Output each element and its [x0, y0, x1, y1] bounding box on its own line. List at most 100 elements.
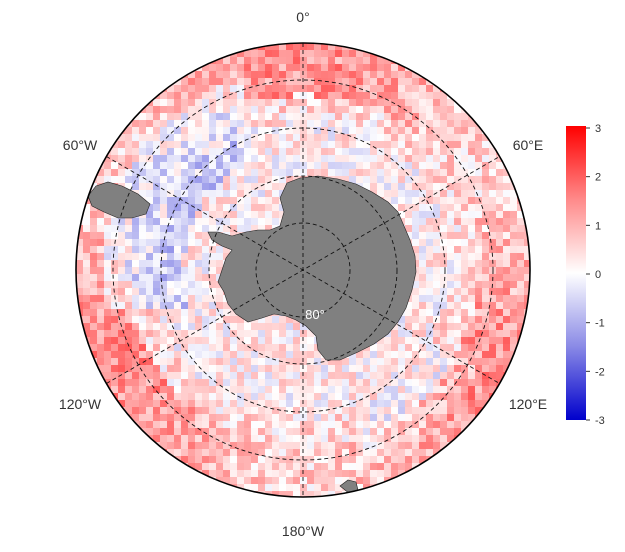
grid-cell [482, 400, 489, 407]
grid-cell [97, 253, 104, 260]
grid-cell [265, 400, 272, 407]
grid-cell [321, 421, 328, 428]
grid-cell [398, 155, 405, 162]
grid-cell [188, 274, 195, 281]
grid-cell [391, 106, 398, 113]
grid-cell [503, 155, 510, 162]
grid-cell [510, 253, 517, 260]
grid-cell [244, 50, 251, 57]
colorbar-tick-label: 1 [595, 220, 601, 232]
grid-cell [363, 120, 370, 127]
grid-cell [160, 253, 167, 260]
grid-cell [111, 232, 118, 239]
grid-cell [489, 148, 496, 155]
grid-cell [181, 288, 188, 295]
grid-cell [90, 204, 97, 211]
grid-cell [328, 50, 335, 57]
grid-cell [391, 358, 398, 365]
grid-cell [335, 134, 342, 141]
grid-cell [111, 358, 118, 365]
grid-cell [377, 477, 384, 484]
grid-cell [482, 337, 489, 344]
lon-label-120w: 120°W [59, 396, 102, 412]
grid-cell [489, 330, 496, 337]
grid-cell [174, 302, 181, 309]
grid-cell [405, 71, 412, 78]
grid-cell [433, 92, 440, 99]
grid-cell [405, 148, 412, 155]
grid-cell [286, 477, 293, 484]
grid-cell [153, 400, 160, 407]
grid-cell [377, 449, 384, 456]
grid-cell [118, 372, 125, 379]
grid-cell [461, 176, 468, 183]
grid-cell [125, 400, 132, 407]
grid-cell [125, 169, 132, 176]
grid-cell [503, 204, 510, 211]
grid-cell [258, 330, 265, 337]
grid-cell [510, 281, 517, 288]
grid-cell [90, 288, 97, 295]
grid-cell [209, 449, 216, 456]
grid-cell [391, 344, 398, 351]
grid-cell [377, 442, 384, 449]
grid-cell [265, 421, 272, 428]
grid-cell [195, 463, 202, 470]
grid-cell [468, 246, 475, 253]
grid-cell [195, 421, 202, 428]
grid-cell [412, 218, 419, 225]
grid-cell [202, 344, 209, 351]
grid-cell [377, 379, 384, 386]
grid-cell [321, 491, 328, 497]
grid-cell [195, 190, 202, 197]
grid-cell [202, 393, 209, 400]
grid-cell [286, 337, 293, 344]
grid-cell [188, 428, 195, 435]
grid-cell [139, 302, 146, 309]
grid-cell [111, 386, 118, 393]
grid-cell [363, 351, 370, 358]
grid-cell [118, 330, 125, 337]
grid-cell [440, 267, 447, 274]
grid-cell [181, 400, 188, 407]
grid-cell [447, 372, 454, 379]
grid-cell [524, 274, 530, 281]
grid-cell [258, 155, 265, 162]
grid-cell [461, 225, 468, 232]
grid-cell [272, 435, 279, 442]
grid-cell [426, 288, 433, 295]
grid-cell [440, 99, 447, 106]
grid-cell [104, 330, 111, 337]
grid-cell [104, 169, 111, 176]
grid-cell [160, 435, 167, 442]
grid-cell [209, 295, 216, 302]
grid-cell [160, 386, 167, 393]
grid-cell [146, 365, 153, 372]
grid-cell [335, 435, 342, 442]
grid-cell [370, 148, 377, 155]
grid-cell [258, 344, 265, 351]
grid-cell [342, 470, 349, 477]
grid-cell [111, 344, 118, 351]
grid-cell [181, 225, 188, 232]
grid-cell [286, 372, 293, 379]
grid-cell [272, 148, 279, 155]
grid-cell [237, 225, 244, 232]
grid-cell [181, 456, 188, 463]
grid-cell [118, 379, 125, 386]
grid-cell [209, 393, 216, 400]
grid-cell [440, 316, 447, 323]
grid-cell [118, 141, 125, 148]
grid-cell [391, 435, 398, 442]
grid-cell [300, 134, 307, 141]
grid-cell [426, 379, 433, 386]
grid-cell [307, 120, 314, 127]
grid-cell [405, 113, 412, 120]
grid-cell [328, 407, 335, 414]
grid-cell [167, 148, 174, 155]
grid-cell [188, 106, 195, 113]
grid-cell [153, 120, 160, 127]
grid-cell [300, 71, 307, 78]
grid-cell [468, 344, 475, 351]
grid-cell [209, 190, 216, 197]
